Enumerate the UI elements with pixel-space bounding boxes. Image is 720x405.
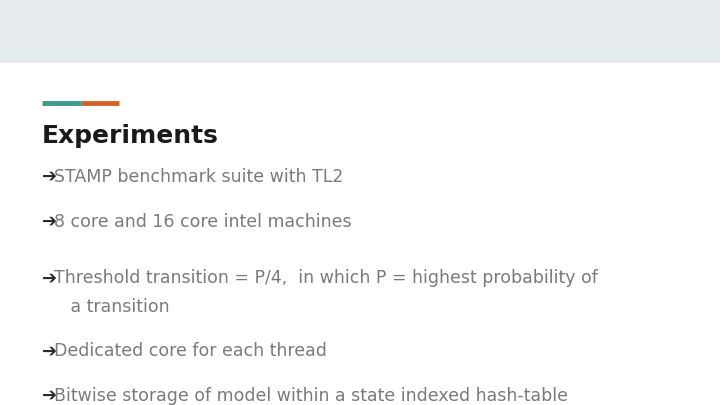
Text: ➔: ➔ <box>42 387 57 405</box>
Bar <box>0 63 720 405</box>
Text: Experiments: Experiments <box>42 124 219 147</box>
Text: Bitwise storage of model within a state indexed hash-table: Bitwise storage of model within a state … <box>54 387 568 405</box>
Text: ➔: ➔ <box>42 269 57 287</box>
Text: a transition: a transition <box>54 298 170 315</box>
Text: ➔: ➔ <box>42 342 57 360</box>
Text: ➔: ➔ <box>42 213 57 230</box>
Text: 8 core and 16 core intel machines: 8 core and 16 core intel machines <box>54 213 351 230</box>
Text: Threshold transition = P/4,  in which P = highest probability of: Threshold transition = P/4, in which P =… <box>54 269 598 287</box>
Bar <box>0 0 720 63</box>
Text: STAMP benchmark suite with TL2: STAMP benchmark suite with TL2 <box>54 168 343 186</box>
Text: Dedicated core for each thread: Dedicated core for each thread <box>54 342 327 360</box>
Text: ➔: ➔ <box>42 168 57 186</box>
